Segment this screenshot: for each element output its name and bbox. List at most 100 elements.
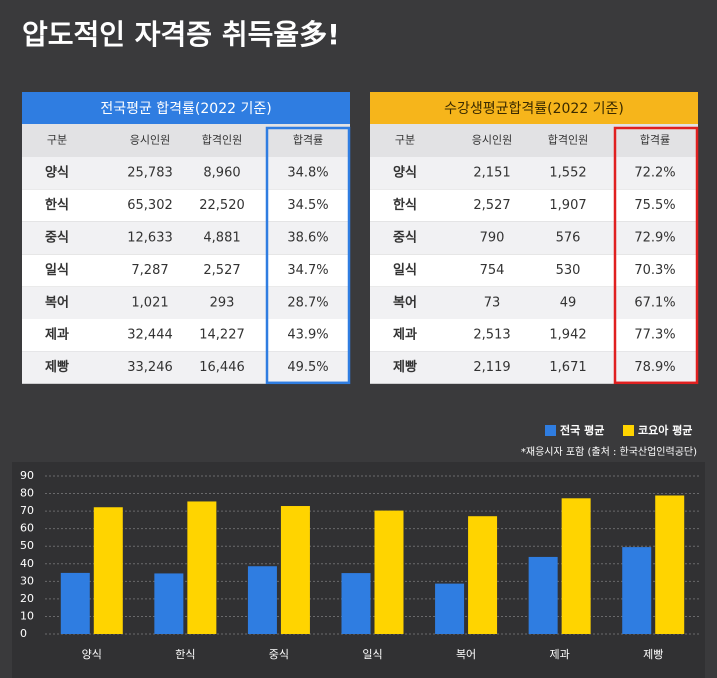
x-tick-label: 한식 — [175, 648, 195, 661]
chart-note: *재응시자 포함 (출처 : 한국산업인력공단) — [521, 445, 697, 458]
table-cell: 75.5% — [634, 198, 675, 213]
table-cell: 78.9% — [634, 360, 675, 375]
column-header: 구분 — [47, 134, 67, 147]
x-tick-label: 중식 — [269, 648, 289, 661]
table-cell: 중식 — [393, 230, 417, 246]
table-cell: 72.9% — [634, 231, 675, 246]
table-row — [22, 351, 350, 384]
column-header: 응시인원 — [130, 134, 170, 147]
column-header: 합격인원 — [548, 134, 588, 147]
table-cell: 25,783 — [127, 166, 173, 181]
column-highlight — [613, 126, 699, 385]
table-cell: 한식 — [45, 197, 69, 213]
table-row — [370, 157, 698, 190]
table-cell: 34.5% — [287, 198, 328, 213]
y-tick-label: 60 — [20, 522, 34, 535]
table-row — [370, 286, 698, 319]
bar — [187, 501, 217, 634]
table-cell: 1,671 — [549, 360, 586, 375]
table-cell: 790 — [480, 231, 505, 246]
table-cell: 7,287 — [131, 263, 168, 278]
column-header: 합격률 — [293, 134, 323, 147]
table-cell: 67.1% — [634, 295, 675, 310]
column-header-row — [22, 124, 350, 157]
y-tick-label: 90 — [20, 469, 34, 482]
bar — [374, 510, 404, 634]
table-cell: 1,552 — [549, 166, 586, 181]
table-row — [22, 157, 350, 190]
column-header: 응시인원 — [472, 134, 512, 147]
table-cell: 16,446 — [199, 360, 245, 375]
table-cell: 제빵 — [393, 359, 417, 375]
table-cell: 2,151 — [473, 166, 510, 181]
table-cell: 22,520 — [199, 198, 245, 213]
y-tick-label: 70 — [20, 504, 34, 517]
bar — [622, 547, 652, 634]
table-cell: 제과 — [393, 328, 417, 343]
table-title: 전국평균 합격률(2022 기준) — [100, 101, 271, 117]
y-tick-label: 0 — [20, 627, 27, 640]
table-row — [370, 221, 698, 255]
table-cell: 34.7% — [287, 263, 328, 278]
table-cell: 73 — [484, 295, 501, 310]
column-header-row — [370, 124, 698, 157]
table-row — [22, 254, 350, 287]
column-highlight — [265, 126, 351, 385]
table-cell: 43.9% — [287, 328, 328, 343]
table-row — [22, 286, 350, 319]
table-cell: 1,021 — [131, 295, 168, 310]
table-cell: 32,444 — [127, 328, 173, 343]
table-header — [370, 92, 698, 124]
column-header: 구분 — [395, 134, 415, 147]
table-cell: 2,119 — [473, 360, 510, 375]
table-cell: 한식 — [393, 197, 417, 213]
legend-swatch — [545, 425, 556, 436]
table-cell: 양식 — [45, 165, 69, 181]
table-cell: 제과 — [45, 328, 69, 343]
table-row — [22, 319, 350, 352]
table-header — [22, 92, 350, 124]
table-cell: 49 — [560, 295, 577, 310]
table-cell: 2,513 — [473, 328, 510, 343]
page-title: 압도적인 자격증 취득율多! — [22, 18, 340, 51]
table-cell: 2,527 — [203, 263, 240, 278]
table-cell: 28.7% — [287, 295, 328, 310]
x-tick-label: 제과 — [550, 648, 570, 661]
table-cell: 중식 — [45, 230, 69, 246]
y-tick-label: 80 — [20, 487, 34, 500]
bar — [468, 516, 498, 634]
table-cell: 293 — [210, 295, 235, 310]
bar — [561, 498, 591, 634]
bar — [60, 572, 90, 634]
bar — [435, 583, 465, 634]
table-cell: 12,633 — [127, 231, 173, 246]
bar — [93, 507, 123, 634]
table-cell: 530 — [556, 263, 581, 278]
table-cell: 754 — [480, 263, 505, 278]
table-cell: 복어 — [45, 294, 69, 310]
table-title: 수강생평균합격률(2022 기준) — [444, 101, 624, 117]
x-tick-label: 일식 — [362, 647, 382, 661]
table-row — [370, 351, 698, 384]
y-tick-label: 20 — [20, 592, 34, 605]
table-row — [22, 189, 350, 222]
table-cell: 34.8% — [287, 166, 328, 181]
table-cell: 일식 — [393, 262, 417, 278]
y-tick-label: 50 — [20, 539, 34, 552]
column-header: 합격인원 — [202, 134, 242, 147]
table-cell: 65,302 — [127, 198, 173, 213]
bar — [655, 495, 685, 634]
table-cell: 1,942 — [549, 328, 586, 343]
table-cell: 70.3% — [634, 263, 675, 278]
table-cell: 양식 — [393, 165, 417, 181]
table-cell: 49.5% — [287, 360, 328, 375]
y-tick-label: 10 — [20, 609, 34, 622]
bar — [154, 573, 184, 634]
table-cell: 14,227 — [199, 328, 245, 343]
table-cell: 2,527 — [473, 198, 510, 213]
column-header: 합격률 — [640, 134, 670, 147]
legend-swatch — [623, 425, 634, 436]
y-tick-label: 30 — [20, 574, 34, 587]
y-tick-label: 40 — [20, 557, 34, 570]
bar — [247, 566, 277, 634]
